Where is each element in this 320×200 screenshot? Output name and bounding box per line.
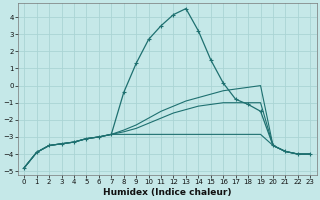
- X-axis label: Humidex (Indice chaleur): Humidex (Indice chaleur): [103, 188, 232, 197]
